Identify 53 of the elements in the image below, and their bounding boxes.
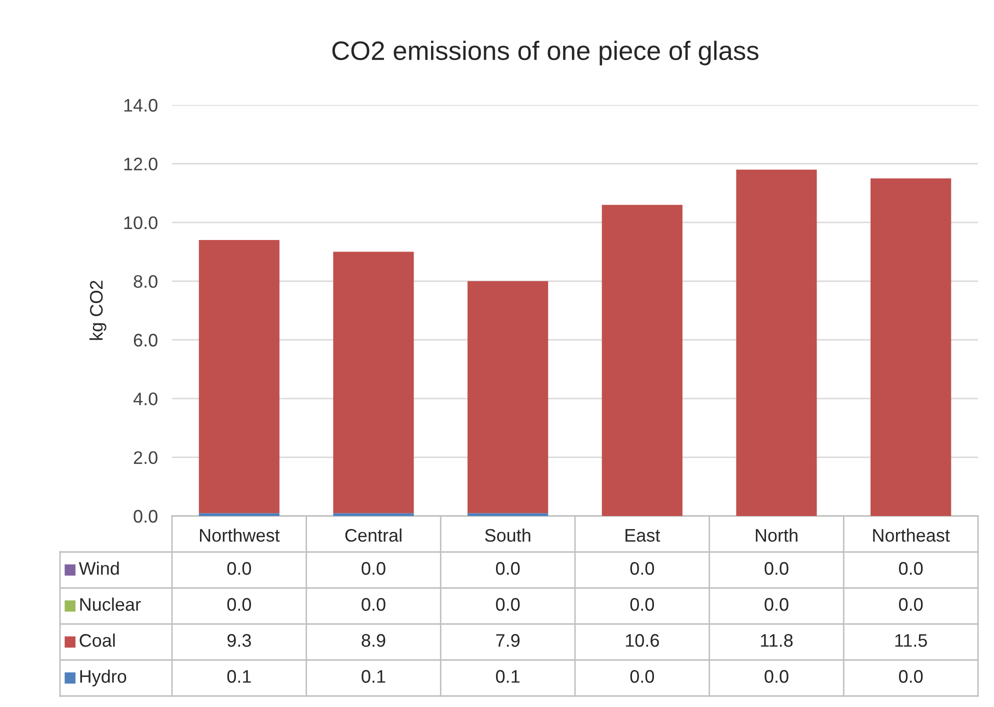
data-label: 9.3	[227, 634, 251, 647]
chart-title: CO2 emissions of one piece of glass	[332, 40, 758, 66]
y-tick-label: 4.0	[133, 392, 158, 406]
data-label: 0.0	[764, 562, 788, 575]
data-label: 0.0	[898, 598, 923, 611]
data-label: 0.0	[898, 670, 923, 683]
bar	[333, 252, 414, 514]
data-label: 0.0	[898, 562, 923, 575]
legend-label: Nuclear	[80, 598, 141, 611]
data-label: 10.6	[626, 634, 659, 647]
data-label: 11.8	[760, 634, 793, 647]
y-tick-label: 0.0	[134, 510, 158, 523]
y-axis-title: kg CO2	[89, 280, 106, 340]
bar	[468, 281, 548, 514]
bar	[870, 178, 952, 516]
data-label: 11.5	[895, 634, 927, 647]
data-label: 0.0	[630, 670, 654, 683]
data-label: 0.0	[227, 598, 252, 611]
x-tick-label: Northwest	[200, 528, 280, 542]
data-label: 7.9	[496, 634, 520, 647]
bar	[198, 513, 280, 516]
bar	[333, 513, 414, 516]
data-label: 0.0	[227, 562, 252, 575]
x-tick-label: South	[485, 528, 530, 542]
x-tick-label: North	[756, 528, 798, 542]
legend-label: Coal	[80, 634, 115, 647]
legend-label: Hydro	[80, 670, 126, 686]
x-tick-label: Northeast	[873, 528, 950, 542]
data-label: 0.0	[496, 598, 520, 611]
x-tick-label: East	[626, 529, 660, 542]
data-label: 0.0	[764, 598, 788, 611]
data-label: 0.1	[496, 670, 520, 683]
bar	[198, 240, 280, 514]
y-tick-label: 12.0	[124, 158, 158, 170]
y-tick-label: 8.0	[134, 275, 158, 288]
y-tick-label: 6.0	[134, 334, 158, 347]
bar	[602, 204, 682, 516]
data-label: 8.9	[362, 634, 386, 647]
y-tick-label: 2.0	[134, 451, 158, 464]
data-label: 0.0	[362, 562, 386, 575]
data-label: 0.1	[362, 670, 386, 683]
bar	[736, 170, 817, 516]
data-label: 0.0	[362, 598, 386, 611]
y-tick-label: 10.0	[124, 216, 158, 230]
data-label: 0.0	[630, 562, 654, 575]
bar	[468, 513, 548, 516]
data-label: 0.0	[496, 562, 520, 575]
x-tick-label: Central	[345, 528, 402, 542]
data-label: 0.0	[764, 670, 788, 683]
y-tick-label: 14.0	[124, 98, 158, 112]
data-label: 0.1	[227, 670, 251, 683]
legend-label: Wind	[78, 562, 119, 575]
data-label: 0.0	[630, 598, 654, 611]
